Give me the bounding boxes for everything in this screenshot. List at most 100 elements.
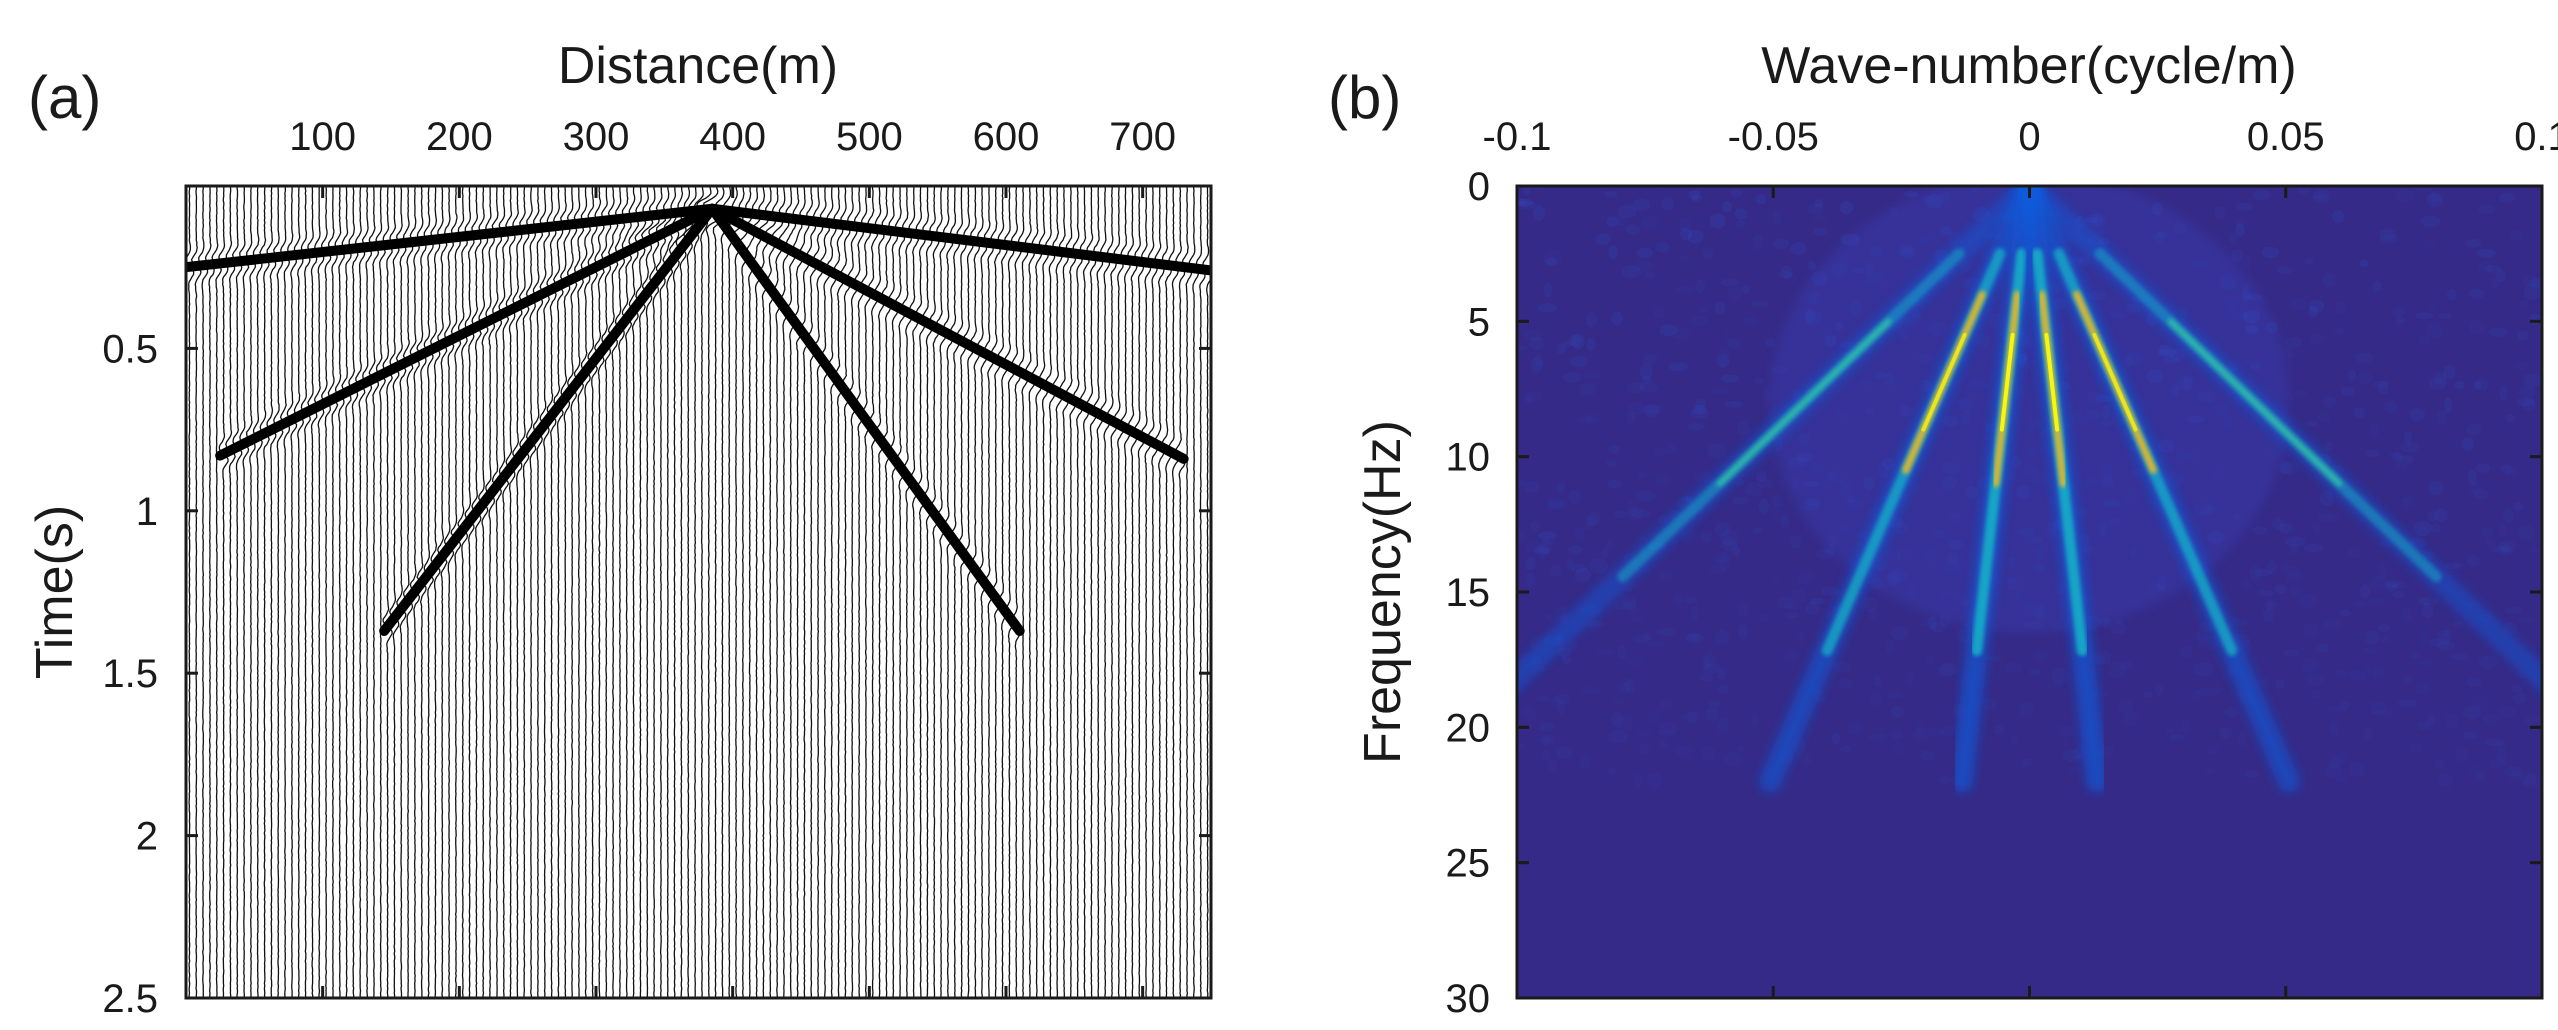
noise-speck	[2418, 595, 2439, 606]
noise-speck	[2434, 507, 2448, 523]
noise-speck	[1617, 204, 1637, 219]
wiggle-trace	[696, 186, 722, 998]
wiggle-trace	[395, 186, 407, 998]
noise-speck	[2377, 623, 2391, 633]
wiggle-trace	[450, 186, 462, 998]
x-tick-label: 200	[426, 115, 493, 159]
noise-speck	[1701, 745, 1716, 761]
noise-speck	[1626, 656, 1646, 667]
y-tick-label: 0.5	[102, 327, 158, 371]
noise-speck	[2494, 740, 2507, 751]
noise-speck	[2363, 725, 2372, 741]
wiggle-trace	[1202, 186, 1211, 998]
noise-speck	[1772, 211, 1782, 225]
noise-speck	[2305, 672, 2325, 686]
noise-speck	[1732, 496, 1750, 505]
noise-speck	[2504, 413, 2515, 423]
wiggle-trace	[1140, 186, 1152, 998]
wiggle-trace	[764, 186, 776, 998]
wiggle-trace	[388, 186, 400, 998]
noise-speck	[1530, 521, 1541, 533]
noise-speck	[2522, 373, 2542, 388]
noise-speck	[1708, 700, 1722, 708]
y-tick-label: 1	[136, 490, 158, 534]
noise-speck	[2369, 700, 2387, 715]
wiggle-trace	[518, 186, 530, 998]
wiggle-trace	[751, 186, 762, 998]
noise-speck	[2372, 380, 2390, 388]
noise-speck	[2426, 192, 2443, 208]
noise-speck	[1701, 531, 1713, 543]
noise-speck	[1790, 242, 1807, 256]
noise-speck	[2511, 685, 2523, 693]
noise-speck	[2481, 712, 2500, 724]
noise-speck	[1566, 558, 1575, 573]
noise-speck	[2392, 450, 2403, 467]
noise-speck	[1524, 480, 1540, 493]
noise-speck	[1790, 588, 1807, 604]
noise-speck	[1812, 227, 1828, 236]
noise-speck	[1726, 338, 1742, 350]
noise-speck	[1534, 546, 1551, 556]
wiggle-trace	[566, 186, 578, 998]
noise-speck	[1890, 627, 1909, 641]
noise-speck	[2262, 608, 2274, 623]
noise-speck	[2383, 400, 2398, 414]
noise-speck	[1549, 696, 1562, 711]
noise-speck	[1702, 248, 1714, 259]
noise-speck	[2523, 284, 2542, 300]
noise-speck	[1685, 633, 1704, 644]
noise-speck	[2400, 493, 2416, 509]
noise-speck	[1548, 565, 1562, 577]
noise-speck	[2529, 546, 2542, 554]
noise-speck	[2368, 576, 2389, 590]
noise-speck	[2109, 621, 2128, 635]
noise-speck	[2429, 637, 2450, 648]
noise-speck	[2334, 669, 2348, 677]
wiggle-trace	[853, 186, 865, 998]
noise-speck	[2466, 677, 2482, 688]
wiggle-trace	[478, 186, 489, 998]
noise-speck	[1838, 677, 1854, 690]
noise-speck	[2478, 261, 2493, 274]
noise-speck	[1752, 234, 1764, 250]
wiggle-trace	[416, 186, 427, 998]
noise-speck	[1610, 697, 1624, 707]
noise-speck	[1755, 193, 1767, 205]
noise-speck	[2420, 632, 2432, 647]
noise-speck	[2056, 725, 2076, 738]
noise-speck	[1607, 729, 1628, 744]
noise-speck	[1688, 190, 1700, 200]
noise-speck	[2529, 278, 2542, 288]
noise-speck	[1537, 531, 1558, 539]
noise-speck	[2004, 662, 2024, 673]
noise-speck	[1606, 479, 1623, 489]
wiggle-trace	[231, 186, 243, 998]
noise-speck	[1939, 725, 1957, 737]
x-tick-label: 700	[1109, 115, 1176, 159]
panel-b-x-axis-title: Wave-number(cycle/m)	[1761, 37, 2297, 95]
noise-speck	[2500, 544, 2513, 556]
noise-speck	[2397, 463, 2409, 471]
noise-speck	[2298, 593, 2317, 608]
noise-speck	[2498, 192, 2515, 203]
noise-speck	[1569, 334, 1581, 347]
noise-speck	[2464, 238, 2482, 248]
noise-speck	[1595, 233, 1611, 246]
noise-speck	[1735, 219, 1746, 230]
wiggle-trace	[860, 186, 872, 998]
noise-speck	[1795, 632, 1806, 641]
wiggle-trace	[675, 186, 687, 998]
y-tick-label: 15	[1446, 571, 1491, 615]
noise-speck	[1574, 567, 1592, 583]
noise-speck	[2502, 507, 2514, 524]
noise-speck	[1579, 416, 1594, 423]
y-tick-label: 30	[1446, 977, 1491, 1021]
noise-speck	[1737, 602, 1749, 619]
noise-speck	[2275, 677, 2285, 690]
wiggle-trace	[225, 186, 236, 998]
noise-speck	[2280, 564, 2300, 576]
noise-speck	[1608, 244, 1619, 261]
noise-speck	[2402, 497, 2411, 506]
noise-speck	[1707, 443, 1726, 460]
